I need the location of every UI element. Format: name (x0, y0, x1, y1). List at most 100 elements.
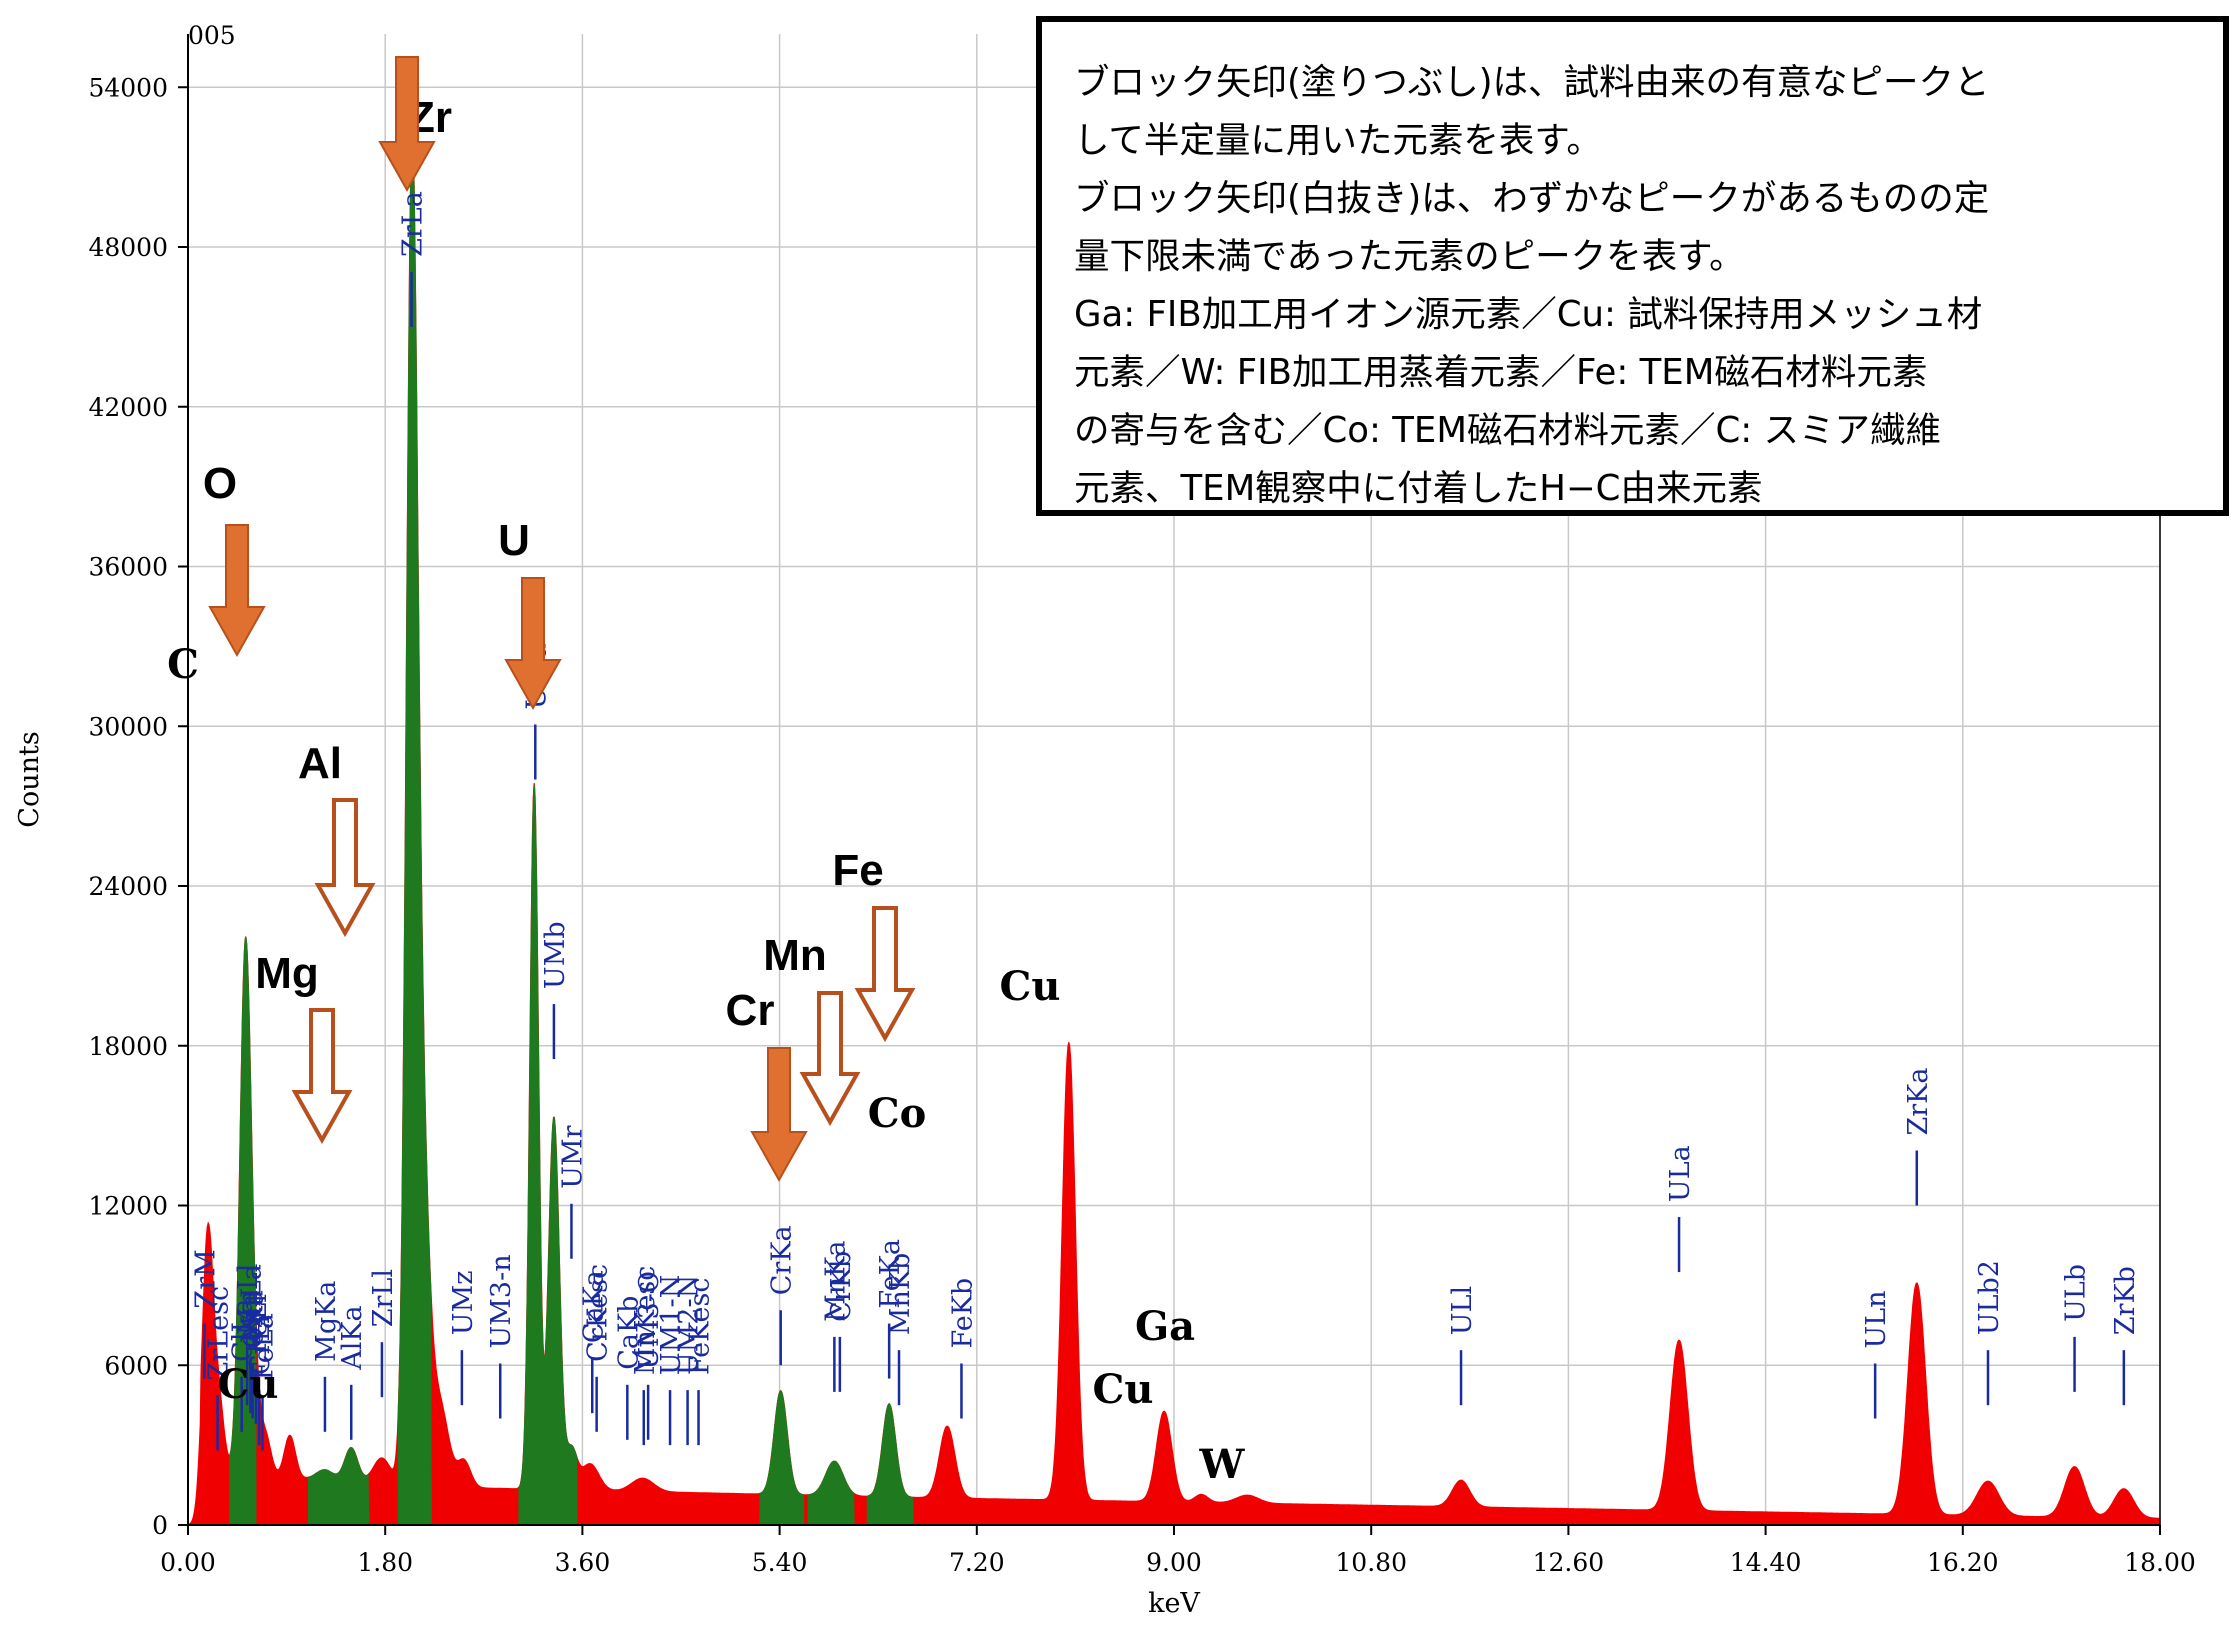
peak-label: MnLl (233, 1264, 264, 1336)
peak-label: CrLl (245, 1315, 276, 1375)
element-label-w: W (1199, 1441, 1246, 1488)
element-label-c: C (167, 641, 199, 688)
peak-label: AlKa (337, 1305, 368, 1370)
peak-label: MnLa (236, 1264, 267, 1343)
peak-label: FeLl (242, 1294, 273, 1354)
peak-label: ULb2 (1974, 1260, 2005, 1335)
peak-label: ULn (1861, 1290, 1892, 1348)
peak-label: CaKa (578, 1270, 609, 1343)
peak-label: UMr (557, 1125, 588, 1188)
peak-label: ULb (2061, 1264, 2092, 1322)
x-tick-label: 0.00 (160, 1548, 216, 1577)
peak-label: MnKb (885, 1253, 916, 1336)
legend-line: 量下限未満であった元素のピークを表す。 (1074, 236, 1745, 277)
x-tick-label: 12.60 (1533, 1548, 1605, 1577)
outline-block-arrow (799, 991, 861, 1127)
x-tick-label: 9.00 (1146, 1548, 1202, 1577)
x-tick-label: 14.40 (1730, 1548, 1802, 1577)
peak-label: MgKa (311, 1281, 342, 1362)
element-label-cr: Cr (726, 986, 775, 1035)
y-tick-label: 0 (152, 1511, 168, 1540)
y-tick-label: 54000 (88, 73, 168, 102)
peak-label: OKa (239, 1290, 270, 1348)
legend-line: 元素、TEM観察中に付着したH−C由来元素 (1074, 468, 1763, 509)
filled-block-arrow (378, 56, 436, 193)
y-tick-label: 12000 (88, 1192, 168, 1221)
peak-label: FeKb (947, 1278, 978, 1349)
element-label-mn: Mn (763, 931, 827, 980)
x-tick-label: 7.20 (949, 1548, 1005, 1577)
quantified-region (397, 128, 432, 1526)
filled-block-arrow (208, 524, 266, 658)
peak-label: FeKa (875, 1239, 906, 1309)
peak-label: ZrLa (397, 191, 428, 257)
quantified-region (807, 1460, 855, 1526)
peak-label: FeKesc (685, 1277, 716, 1375)
peak-label: UMz (448, 1271, 479, 1336)
element-label-ga: Ga (1135, 1303, 1195, 1350)
peak-label: ULl (1447, 1286, 1478, 1335)
peak-label: UMb (540, 921, 571, 989)
element-label-cu: Cu (1093, 1366, 1154, 1413)
peak-label: UM2-N (674, 1275, 705, 1375)
filled-block-arrow (504, 577, 562, 711)
peak-label: CrKesc (583, 1264, 614, 1362)
y-axis-title: Counts (14, 731, 45, 827)
peak-label: CrKa (767, 1225, 798, 1295)
outline-block-arrow (314, 798, 376, 938)
peak-label: CrKb (826, 1251, 857, 1322)
peak-label: ZrLl (368, 1269, 399, 1327)
chart-title: 005 (188, 21, 236, 50)
peak-label: ZrKa (1903, 1068, 1934, 1136)
legend-line: ブロック矢印(白抜き)は、わずかなピークがあるものの定 (1074, 178, 1990, 219)
filled-block-arrow (750, 1047, 808, 1183)
quantified-region (307, 1447, 370, 1526)
peak-label: UM1-N (656, 1275, 687, 1375)
x-tick-label: 10.80 (1335, 1548, 1407, 1577)
peak-label: FeLa (248, 1313, 279, 1380)
peak-label: MnKa (820, 1241, 851, 1322)
y-tick-label: 42000 (88, 393, 168, 422)
legend-line: Ga: FIB加工用イオン源元素／Cu: 試料保持用メッシュ材 (1074, 294, 1983, 335)
y-tick-label: 36000 (88, 553, 168, 582)
element-label-al: Al (298, 739, 342, 788)
element-label-co: Co (868, 1090, 927, 1137)
peak-label: MnKesc (630, 1266, 661, 1375)
x-tick-label: 16.20 (1927, 1548, 1999, 1577)
peak-label: ZrM (190, 1249, 221, 1308)
axes: 0.00 1.80 3.60 5.40 7.20 9.00 10.80 12.60 14.40 1… (14, 21, 2196, 1619)
element-label-u: U (498, 516, 530, 565)
peak-label: ClLa (228, 1298, 259, 1361)
peak-label: ZrKb (2110, 1266, 2141, 1335)
legend-box: ブロック矢印(塗りつぶし)は、試料由来の有意なピークと して半定量に用いた元素を… (1036, 16, 2229, 516)
quantified-region (518, 785, 578, 1526)
outline-block-arrow (291, 1008, 353, 1145)
outline-block-arrow (854, 906, 916, 1043)
element-label-o: O (203, 459, 237, 508)
y-tick-label: 18000 (88, 1032, 168, 1061)
peak-label: ZrLesc (204, 1286, 235, 1381)
element-label-fe: Fe (832, 846, 883, 895)
x-tick-label: 5.40 (752, 1548, 808, 1577)
peak-label: CaKb (613, 1296, 644, 1370)
y-tick-label: 6000 (104, 1351, 168, 1380)
quantified-region (759, 1390, 805, 1526)
y-tick-label: 30000 (88, 712, 168, 741)
x-tick-label: 18.00 (2124, 1548, 2196, 1577)
element-label-mg: Mg (255, 949, 319, 998)
legend-line: して半定量に用いた元素を表す。 (1074, 120, 1602, 161)
element-label-cu: Cu (1000, 963, 1061, 1010)
legend-line: の寄与を含む／Co: TEM磁石材料元素／C: スミア繊維 (1074, 410, 1942, 451)
peak-label: ULa (1665, 1145, 1696, 1202)
legend-line: ブロック矢印(塗りつぶし)は、試料由来の有意なピークと (1074, 62, 1990, 103)
quantified-region (866, 1402, 914, 1526)
peak-label: UM3-O (634, 1271, 665, 1370)
x-tick-label: 1.80 (357, 1548, 413, 1577)
y-tick-label: 24000 (88, 872, 168, 901)
x-tick-label: 3.60 (555, 1548, 611, 1577)
spectrum-area (187, 128, 2161, 1526)
x-axis-title: keV (1148, 1588, 1200, 1619)
